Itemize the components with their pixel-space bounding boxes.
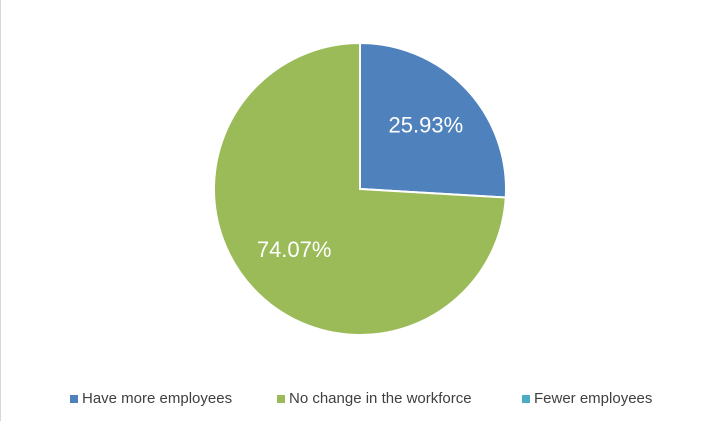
legend-label: No change in the workforce xyxy=(289,390,472,407)
data-label: 25.93% xyxy=(389,113,464,138)
legend-label: Have more employees xyxy=(82,390,232,407)
legend-swatch xyxy=(70,395,78,403)
legend-label: Fewer employees xyxy=(534,390,652,407)
pie-slice xyxy=(359,41,507,199)
legend-swatch xyxy=(522,395,530,403)
legend-swatch xyxy=(277,395,285,403)
data-label: 74.07% xyxy=(257,237,332,262)
